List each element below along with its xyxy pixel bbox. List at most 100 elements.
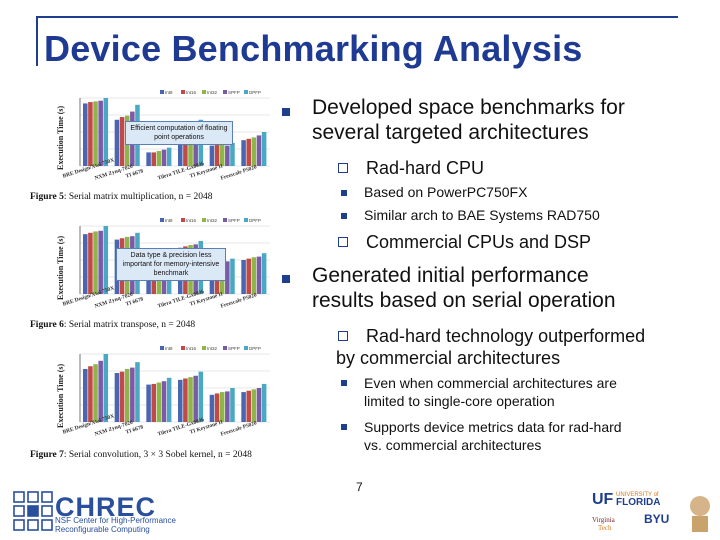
bar [119,371,125,422]
svg-text:FLORIDA: FLORIDA [616,497,660,508]
svg-text:UF: UF [592,491,614,508]
legend-swatch [160,218,164,222]
bullet-marker [282,275,290,283]
bar [225,145,230,166]
page-number: 7 [356,480,363,494]
svg-text:UNIVERSITY of: UNIVERSITY of [616,492,659,498]
legend-label: SPFP [228,346,240,351]
bullet-marker [341,380,347,386]
figure-caption-label: Figure 6 [30,320,64,330]
legend-swatch [181,346,185,350]
legend-label: Int32 [207,346,218,351]
bar [251,389,257,422]
legend-swatch [223,90,227,94]
figure-serial-matrix-transpose: Execution Time (s) Int8 Int16 Int32 SPFP DPF… [30,216,280,336]
chrec-logo-icon [13,491,53,531]
legend-label: Int8 [165,346,173,351]
bar [98,360,103,422]
bar [188,126,193,166]
bullet-line: limited to single-core operation [364,393,555,409]
figure-caption: Figure 5: Serial matrix multiplication, … [30,192,213,202]
legend-label: Int8 [165,218,173,223]
bar [198,371,204,422]
bar [119,117,125,166]
bar [135,362,140,422]
chrec-logo-text: CHREC [55,492,157,522]
legend-swatch [202,346,206,350]
bullet-line: vs. commercial architectures [364,437,542,453]
bullet-item: Generated initial performance results ba… [312,263,616,313]
bullet-line: Even when commercial architectures are [364,375,617,391]
figure-serial-matrix-multiplication: Execution Time (s) Int8 Int16 Int32 SPFP DPF… [30,88,280,208]
bar [256,135,262,166]
bullet-item: Commercial CPUs and DSP [366,232,592,252]
legend-label: DPFP [249,218,261,223]
legend-label: DPFP [249,90,261,95]
bar [241,140,246,166]
svg-text:Tech: Tech [598,524,612,532]
bar [225,261,230,294]
legend-swatch [223,346,227,350]
bar [103,354,109,422]
university-logos-icon: UF UNIVERSITY of FLORIDA Virginia Tech B… [592,491,710,532]
bullet-line: by commercial architectures [336,348,561,368]
legend-swatch [181,218,185,222]
legend-swatch [223,218,227,222]
bullet-line: Supports device metrics data for rad-har… [364,419,622,435]
bullet-item: Supports device metrics data for rad-har… [364,418,622,454]
legend-label: Int16 [186,90,197,95]
bar [166,377,172,422]
bullet-marker [338,331,348,341]
bar [251,257,257,294]
figure-caption: Figure 7: Serial convolution, 3 × 3 Sobe… [30,450,252,460]
bullet-item: Rad-hard technology outperformed by comm… [336,325,645,369]
legend-label: Int16 [186,346,197,351]
bar [151,383,156,422]
bar [83,234,88,294]
bullet-line: Rad-hard technology outperformed [366,326,646,346]
bar [93,101,98,166]
bar [98,100,103,166]
title-frame-left [36,16,38,66]
bar [166,147,172,166]
figure-caption-text: : Serial matrix transpose, n = 2048 [63,320,196,330]
bullet-marker [341,190,347,196]
bar [225,391,230,422]
bar [98,230,103,294]
svg-text:BYU: BYU [644,512,669,526]
bar [183,127,188,166]
bar [114,373,120,422]
bar [124,368,130,422]
bar [156,382,162,422]
bar [151,152,156,166]
bar [230,258,235,294]
bar [103,98,109,166]
bar [241,260,246,294]
bar [251,137,257,166]
figures-column: Execution Time (s) Int8 Int16 Int32 SPFP DPF… [30,88,280,468]
bullet-marker [341,213,347,219]
chrec-subtitle-line: NSF Center for High-Performance [55,516,176,525]
bullet-item: Developed space benchmarks for several t… [312,95,625,145]
legend-swatch [160,90,164,94]
figure-caption-label: Figure 5 [30,192,64,202]
chrec-subtitle-line: Reconfigurable Computing [55,525,150,534]
bullet-marker [341,424,347,430]
figure-caption: Figure 6: Serial matrix transpose, n = 2… [30,320,195,330]
bullet-marker [282,108,290,116]
bar [178,379,183,422]
bar [256,388,262,422]
bar-chart: Int8 Int16 Int32 SPFP DPFP [79,346,270,423]
legend-label: Int32 [207,90,218,95]
bar [230,142,235,166]
bullet-marker [338,237,348,247]
legend-label: SPFP [228,218,240,223]
bar [93,231,98,294]
legend-swatch [244,90,248,94]
bullet-line: Developed space benchmarks for [312,96,625,119]
bar [130,367,135,422]
bar [188,377,193,422]
legend-label: DPFP [249,346,261,351]
bar [209,145,215,166]
bar [114,119,120,166]
